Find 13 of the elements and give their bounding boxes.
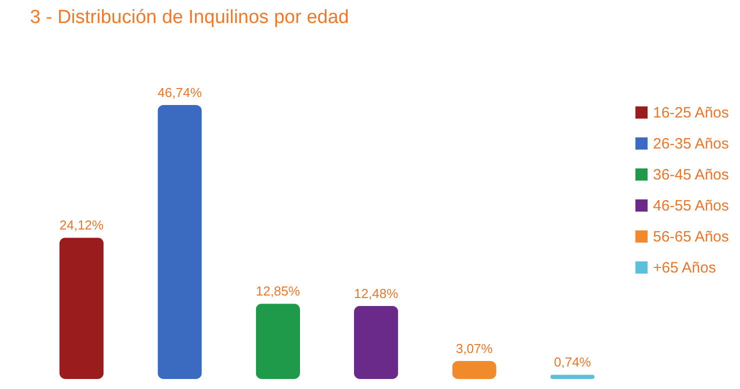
data-label: 46,74% (158, 85, 202, 100)
legend-label: +65 Años (653, 260, 716, 276)
data-label: 3,07% (456, 341, 494, 356)
legend-label: 56-65 Años (653, 228, 729, 246)
chart-title: 3 - Distribución de Inquilinos por edad (30, 7, 349, 28)
legend-label: 16-25 Años (653, 104, 729, 122)
data-label: 0,74% (554, 354, 592, 370)
data-label: 12,85% (256, 284, 300, 299)
legend-label: 36-45 Años (653, 166, 729, 184)
data-label: 24,12% (60, 218, 104, 233)
legend-label: 46-55 Años (653, 198, 729, 214)
data-label: 12,48% (354, 286, 399, 301)
legend-label: 26-35 Años (653, 136, 729, 152)
